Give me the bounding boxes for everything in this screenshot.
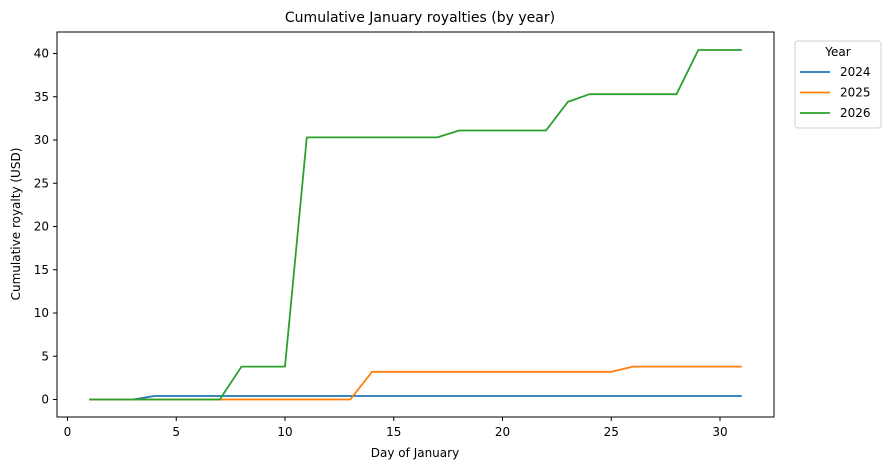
- y-tick-label: 5: [41, 349, 49, 363]
- y-tick-label: 40: [34, 47, 49, 61]
- x-axis-ticks: 0 5 10 15 20 25 30: [64, 417, 728, 439]
- series-line-2026: [89, 49, 742, 401]
- x-tick-label: 20: [495, 425, 510, 439]
- legend-label-2025: 2025: [840, 86, 871, 100]
- series-line-2024: [89, 395, 742, 401]
- y-tick-label: 0: [41, 393, 49, 407]
- axes-frame: [56, 31, 775, 418]
- x-tick-label: 10: [277, 425, 292, 439]
- y-axis-label: Cumulative royalty (USD): [9, 148, 23, 301]
- y-tick-label: 15: [34, 263, 49, 277]
- y-tick-label: 25: [34, 176, 49, 190]
- legend-items: 2024 2025 2026: [800, 65, 871, 120]
- y-axis-ticks: 0 5 10 15 20 25 30 35 40: [34, 47, 57, 407]
- legend-label-2024: 2024: [840, 65, 871, 79]
- legend-box: [794, 40, 882, 129]
- x-tick-label: 15: [386, 425, 401, 439]
- legend: Year 2024 2025 2026: [794, 40, 882, 129]
- legend-title: Year: [824, 45, 850, 59]
- y-tick-label: 20: [34, 220, 49, 234]
- series-line-2025: [89, 365, 742, 401]
- chart-title: Cumulative January royalties (by year): [285, 10, 555, 26]
- y-tick-label: 35: [34, 90, 49, 104]
- x-tick-label: 5: [172, 425, 180, 439]
- x-axis-label: Day of January: [371, 446, 459, 460]
- x-tick-label: 25: [604, 425, 619, 439]
- plot-area: [89, 49, 742, 401]
- x-tick-label: 0: [64, 425, 72, 439]
- y-tick-label: 30: [34, 133, 49, 147]
- legend-label-2026: 2026: [840, 106, 871, 120]
- y-tick-label: 10: [34, 306, 49, 320]
- x-tick-label: 30: [712, 425, 727, 439]
